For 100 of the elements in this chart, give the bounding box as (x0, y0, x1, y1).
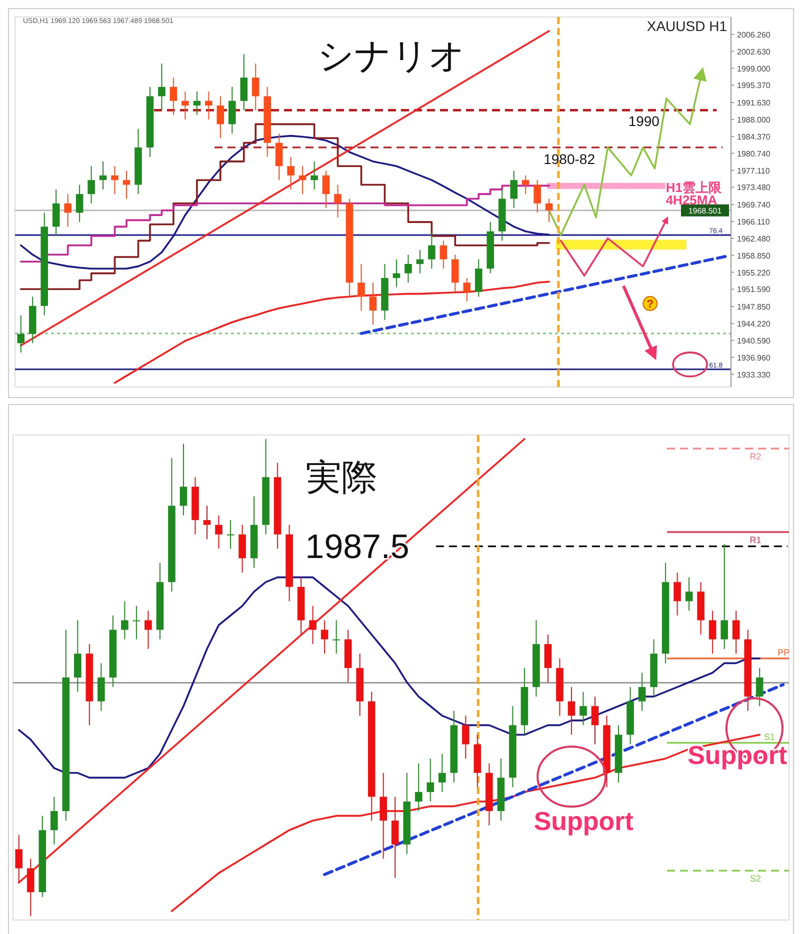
candlestick (428, 230, 436, 270)
candlestick (228, 86, 236, 134)
candlestick (132, 605, 140, 640)
y-tick-label: 1951.590 (737, 285, 771, 294)
y-tick-label: 2002.630 (737, 47, 771, 56)
candlestick (544, 634, 552, 683)
candlestick (391, 796, 399, 878)
candlestick (158, 63, 166, 111)
y-tick-label: 1955.220 (737, 268, 771, 278)
candlestick (638, 672, 646, 712)
ref-line-label: 1990 (628, 113, 660, 130)
candlestick (320, 620, 328, 654)
candlestick (99, 160, 107, 190)
candlestick (568, 686, 576, 736)
candlestick (440, 240, 448, 270)
candlestick (216, 96, 224, 139)
candlestick (310, 160, 318, 190)
candlestick (414, 762, 422, 812)
candlestick (392, 258, 400, 288)
annotation: 1980-82 (544, 151, 596, 168)
y-tick-label: 1988.000 (737, 116, 771, 125)
candlestick (76, 184, 84, 223)
candlestick (545, 198, 553, 223)
annotation: Support (534, 806, 634, 836)
y-tick-label: 1995.370 (737, 81, 771, 90)
candlestick (522, 174, 530, 195)
y-tick-label: 1944.220 (737, 320, 771, 329)
candlestick (203, 505, 211, 540)
candlestick (215, 514, 222, 550)
candlestick (708, 610, 716, 654)
candlestick (170, 77, 178, 116)
chart-subtitle: XAUUSD H1 (646, 18, 728, 34)
candlestick (369, 282, 377, 326)
y-tick-label: 1969.740 (737, 200, 771, 210)
candlestick (334, 184, 342, 218)
candlestick (756, 667, 764, 707)
ref-line-label: 1968.501 (688, 206, 722, 216)
candlestick (205, 91, 212, 120)
candlestick (416, 249, 424, 274)
ref-line-label: S1 (764, 732, 776, 742)
candlestick (238, 524, 246, 574)
candlestick (452, 254, 459, 292)
candlestick (64, 194, 72, 228)
ref-line-label: R1 (750, 535, 762, 546)
candlestick (74, 620, 82, 692)
candlestick (26, 858, 34, 916)
ref-line-label: PP (778, 647, 790, 658)
candlestick (298, 166, 306, 195)
y-tick-label: 1984.370 (737, 132, 771, 142)
candlestick (475, 258, 482, 298)
candlestick (332, 620, 340, 654)
candlestick (426, 758, 434, 802)
candlestick (98, 662, 105, 712)
y-tick-label: 1999.000 (737, 64, 771, 74)
candlestick (121, 600, 128, 640)
candlestick (122, 170, 130, 200)
candlestick (720, 543, 728, 650)
ref-line-label: S2 (750, 874, 761, 884)
y-tick-label: 1936.960 (737, 353, 771, 362)
candlestick (88, 166, 95, 204)
candlestick (685, 576, 693, 612)
candlestick (732, 610, 740, 654)
y-tick-label: 1980.740 (737, 149, 771, 158)
candlestick (182, 91, 189, 120)
candlestick (15, 834, 23, 884)
candlestick (50, 796, 58, 845)
candlestick (226, 520, 234, 550)
candlestick (52, 188, 60, 237)
candlestick (144, 610, 152, 650)
y-tick-label: 2006.260 (737, 30, 771, 40)
candlestick (463, 277, 471, 302)
candlestick (358, 263, 365, 312)
y-tick-label: 1940.590 (737, 336, 771, 346)
y-tick-label: 1991.630 (737, 98, 771, 108)
text: シナリオ (317, 34, 466, 76)
candlestick (380, 772, 388, 860)
ref-line-label: R2 (750, 452, 762, 462)
candlestick (309, 605, 316, 645)
candlestick (580, 691, 587, 726)
annotation: Support (688, 740, 788, 770)
y-tick-label: 1933.330 (737, 370, 771, 380)
y-tick-label: 1958.850 (737, 251, 771, 260)
candlestick (193, 91, 201, 116)
candlestick (275, 133, 283, 181)
candlestick (180, 443, 188, 516)
candlestick (322, 170, 330, 209)
candlestick (17, 314, 25, 354)
candlestick (462, 715, 470, 760)
y-tick-label: 1947.850 (737, 302, 771, 312)
text: 実際 (305, 456, 378, 498)
candlestick (674, 572, 681, 616)
y-tick-label: 1962.480 (737, 234, 771, 244)
candlestick (287, 156, 294, 190)
candlestick (591, 696, 599, 745)
candlestick (240, 54, 248, 111)
candlestick (111, 166, 118, 195)
candlestick (438, 753, 446, 792)
y-tick-label: 1977.110 (737, 166, 770, 176)
y-tick-label: 1966.110 (737, 218, 770, 227)
annotation: ? (646, 298, 654, 310)
